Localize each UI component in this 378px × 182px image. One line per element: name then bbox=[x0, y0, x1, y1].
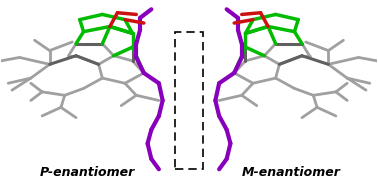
Bar bbox=[175, 32, 203, 169]
Text: P-enantiomer: P-enantiomer bbox=[40, 167, 135, 179]
Text: M-enantiomer: M-enantiomer bbox=[241, 167, 340, 179]
